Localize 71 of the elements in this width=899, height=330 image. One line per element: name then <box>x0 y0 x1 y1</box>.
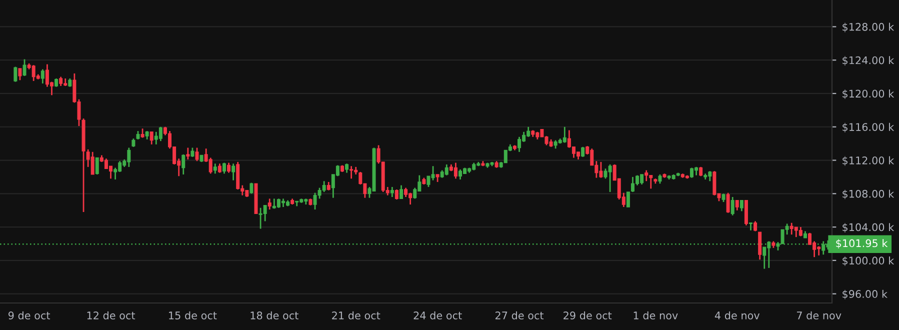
candlestick <box>394 188 398 200</box>
y-tick-label: $128.00 k <box>842 22 894 32</box>
candlestick <box>730 196 734 216</box>
candlestick <box>158 126 162 142</box>
y-tick-label: $100.00 k <box>842 256 894 266</box>
candlestick <box>390 186 394 198</box>
candlestick <box>735 200 739 212</box>
candlestick <box>195 147 199 162</box>
y-tick-label: $112.00 k <box>842 156 894 166</box>
candlestick <box>40 68 44 84</box>
candlestick <box>95 157 99 176</box>
candlestick <box>268 198 272 210</box>
candlestick <box>518 136 522 153</box>
candlestick <box>404 187 408 198</box>
candlestick <box>754 220 758 232</box>
x-tick-label: 21 de oct <box>332 311 380 320</box>
ref-line-label: $101.95 k <box>836 239 888 249</box>
x-tick-label: 12 de oct <box>87 311 136 320</box>
candlestick <box>18 68 22 81</box>
candlestick <box>227 162 231 174</box>
candlestick <box>186 147 190 160</box>
candlestick <box>140 128 144 138</box>
candlestick <box>758 231 762 260</box>
y-tick-label: $96.00 k <box>842 290 888 300</box>
candlestick <box>59 76 63 87</box>
candlestick <box>444 164 448 176</box>
candlestick <box>581 146 585 158</box>
candlestick <box>740 200 744 212</box>
candlestick <box>190 147 194 158</box>
x-tick-label: 7 de nov <box>796 311 842 320</box>
x-tick-label: 27 de oct <box>495 311 544 320</box>
candlestick <box>350 165 354 180</box>
x-tick-label: 4 de nov <box>714 311 760 320</box>
candlestick <box>232 162 236 181</box>
candlestick <box>263 204 267 222</box>
candlestick <box>22 58 26 77</box>
y-tick-label: $108.00 k <box>842 190 894 200</box>
candlestick <box>658 174 662 184</box>
candlestick <box>712 170 716 196</box>
x-tick-label: 1 de nov <box>634 311 678 320</box>
y-tick-label: $116.00 k <box>842 122 894 132</box>
candlestick <box>213 162 217 174</box>
candlestick <box>458 168 462 180</box>
x-tick-label: 29 de oct <box>564 311 612 320</box>
x-tick-label: 24 de oct <box>414 311 462 320</box>
y-tick-label: $124.00 k <box>842 56 894 66</box>
x-tick-label: 15 de oct <box>169 311 217 320</box>
candlestick <box>699 166 703 177</box>
y-tick-label: $104.00 k <box>842 223 894 233</box>
candlestick <box>454 162 458 180</box>
candlestick <box>14 66 18 82</box>
candlestick <box>208 157 212 174</box>
candlestick <box>182 154 186 176</box>
candlestick <box>150 131 154 146</box>
candlestick <box>644 170 648 182</box>
candlestick <box>399 184 404 200</box>
candlestick <box>562 126 566 144</box>
candlestick <box>726 192 730 214</box>
x-tick-label: 9 de oct <box>8 311 50 320</box>
candlestick <box>250 182 254 194</box>
candlestick <box>222 162 226 174</box>
candlestick <box>626 192 630 208</box>
candlestick <box>798 226 802 237</box>
candlestick <box>748 222 753 232</box>
y-tick-label: $120.00 k <box>842 90 894 99</box>
candlestick <box>90 151 94 176</box>
candlestick <box>322 180 326 193</box>
candlestick <box>345 162 349 174</box>
candlestick <box>218 162 222 174</box>
candlestick <box>744 200 748 226</box>
x-tick-label: 18 de oct <box>250 311 298 320</box>
